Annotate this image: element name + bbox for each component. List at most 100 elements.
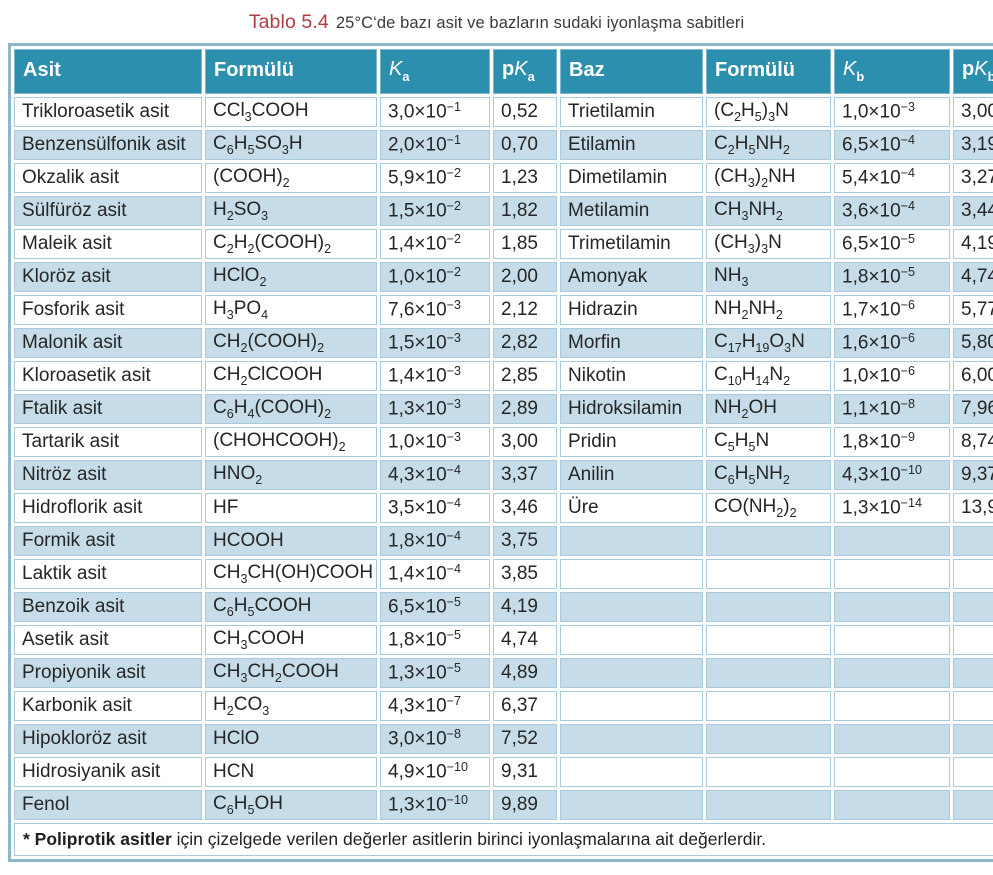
base-formula-cell: (CH3)2NH bbox=[706, 162, 831, 193]
base-kb-cell bbox=[834, 624, 950, 655]
table-row: Fenol C6H5OH 1,3×10−10 9,89 bbox=[14, 789, 993, 820]
col-header-ka: Ka bbox=[380, 49, 490, 94]
base-formula-cell: NH2NH2 bbox=[706, 294, 831, 325]
acid-pka-cell: 4,74 bbox=[493, 624, 557, 655]
base-kb-cell: 1,0×10−6 bbox=[834, 360, 950, 391]
acid-pka-cell: 1,23 bbox=[493, 162, 557, 193]
base-kb-cell: 1,7×10−6 bbox=[834, 294, 950, 325]
acid-name-cell: Trikloroasetik asit bbox=[14, 96, 202, 127]
table-row: Kloroasetik asit CH2ClCOOH 1,4×10−3 2,85 Nik… bbox=[14, 360, 993, 391]
base-kb-cell: 1,1×10−8 bbox=[834, 393, 950, 424]
base-kb-cell: 1,8×10−9 bbox=[834, 426, 950, 457]
acid-name-cell: Hidroflorik asit bbox=[14, 492, 202, 523]
acid-name-cell: Asetik asit bbox=[14, 624, 202, 655]
col-header-pka: pKa bbox=[493, 49, 557, 94]
acid-ka-cell: 1,0×10−2 bbox=[380, 261, 490, 292]
base-pkb-cell bbox=[953, 723, 993, 754]
base-kb-cell bbox=[834, 591, 950, 622]
base-name-cell: Hidroksilamin bbox=[560, 393, 703, 424]
acid-ka-cell: 1,5×10−2 bbox=[380, 195, 490, 226]
acid-pka-cell: 2,12 bbox=[493, 294, 557, 325]
base-formula-cell bbox=[706, 558, 831, 589]
table-row: Malonik asit CH2(COOH)2 1,5×10−3 2,82 Morfin… bbox=[14, 327, 993, 358]
acid-ka-cell: 1,0×10−3 bbox=[380, 426, 490, 457]
acid-name-cell: Maleik asit bbox=[14, 228, 202, 259]
base-name-cell bbox=[560, 756, 703, 787]
base-kb-cell: 1,8×10−5 bbox=[834, 261, 950, 292]
acid-name-cell: Malonik asit bbox=[14, 327, 202, 358]
acid-ka-cell: 1,3×10−10 bbox=[380, 789, 490, 820]
base-name-cell bbox=[560, 525, 703, 556]
acid-formula-cell: CH2ClCOOH bbox=[205, 360, 377, 391]
base-formula-cell: NH2OH bbox=[706, 393, 831, 424]
acid-ka-cell: 1,5×10−3 bbox=[380, 327, 490, 358]
header-row: Asit Formülü Ka pKa Baz Formülü Kb pKb bbox=[14, 49, 993, 94]
base-pkb-cell: 6,00 bbox=[953, 360, 993, 391]
base-name-cell: Etilamin bbox=[560, 129, 703, 160]
base-kb-cell: 4,3×10−10 bbox=[834, 459, 950, 490]
acid-formula-cell: C6H4(COOH)2 bbox=[205, 393, 377, 424]
base-kb-cell: 5,4×10−4 bbox=[834, 162, 950, 193]
base-kb-cell bbox=[834, 756, 950, 787]
base-pkb-cell bbox=[953, 525, 993, 556]
base-pkb-cell bbox=[953, 624, 993, 655]
acid-name-cell: Laktik asit bbox=[14, 558, 202, 589]
acid-name-cell: Ftalik asit bbox=[14, 393, 202, 424]
base-pkb-cell bbox=[953, 690, 993, 721]
base-kb-cell: 1,3×10−14 bbox=[834, 492, 950, 523]
acid-formula-cell: H2SO3 bbox=[205, 195, 377, 226]
acid-formula-cell: HF bbox=[205, 492, 377, 523]
acid-ka-cell: 3,0×10−8 bbox=[380, 723, 490, 754]
table-row: Asetik asit CH3COOH 1,8×10−5 4,74 bbox=[14, 624, 993, 655]
table-row: Sülfüröz asit H2SO3 1,5×10−2 1,82 Metilamin C… bbox=[14, 195, 993, 226]
base-formula-cell bbox=[706, 723, 831, 754]
base-formula-cell: CH3NH2 bbox=[706, 195, 831, 226]
acid-formula-cell: H2CO3 bbox=[205, 690, 377, 721]
table-row: Benzoik asit C6H5COOH 6,5×10−5 4,19 bbox=[14, 591, 993, 622]
base-kb-cell bbox=[834, 789, 950, 820]
base-name-cell: Pridin bbox=[560, 426, 703, 457]
acid-formula-cell: C6H5SO3H bbox=[205, 129, 377, 160]
base-pkb-cell: 5,77 bbox=[953, 294, 993, 325]
base-name-cell bbox=[560, 624, 703, 655]
acid-ka-cell: 3,5×10−4 bbox=[380, 492, 490, 523]
acid-ka-cell: 1,8×10−4 bbox=[380, 525, 490, 556]
acid-name-cell: Hipokloröz asit bbox=[14, 723, 202, 754]
col-header-formulu-asit: Formülü bbox=[205, 49, 377, 94]
acid-name-cell: Karbonik asit bbox=[14, 690, 202, 721]
acid-formula-cell: CH3CH2COOH bbox=[205, 657, 377, 688]
base-name-cell: Morfin bbox=[560, 327, 703, 358]
base-pkb-cell bbox=[953, 789, 993, 820]
acid-name-cell: Formik asit bbox=[14, 525, 202, 556]
base-pkb-cell: 3,19 bbox=[953, 129, 993, 160]
base-name-cell bbox=[560, 789, 703, 820]
base-pkb-cell: 3,44 bbox=[953, 195, 993, 226]
acid-formula-cell: C6H5COOH bbox=[205, 591, 377, 622]
base-name-cell: Amonyak bbox=[560, 261, 703, 292]
col-header-kb: Kb bbox=[834, 49, 950, 94]
acid-formula-cell: C2H2(COOH)2 bbox=[205, 228, 377, 259]
col-header-formulu-baz: Formülü bbox=[706, 49, 831, 94]
base-pkb-cell: 4,74 bbox=[953, 261, 993, 292]
acid-pka-cell: 2,85 bbox=[493, 360, 557, 391]
base-pkb-cell: 13,9 bbox=[953, 492, 993, 523]
table-row: Nitröz asit HNO2 4,3×10−4 3,37 Anilin C6H5NH2… bbox=[14, 459, 993, 490]
base-name-cell bbox=[560, 690, 703, 721]
table-row: Tartarik asit (CHOHCOOH)2 1,0×10−3 3,00 Prid… bbox=[14, 426, 993, 457]
acid-pka-cell: 7,52 bbox=[493, 723, 557, 754]
acid-pka-cell: 6,37 bbox=[493, 690, 557, 721]
base-formula-cell: NH3 bbox=[706, 261, 831, 292]
base-formula-cell bbox=[706, 690, 831, 721]
acid-pka-cell: 2,00 bbox=[493, 261, 557, 292]
table-row: Propiyonik asit CH3CH2COOH 1,3×10−5 4,89 bbox=[14, 657, 993, 688]
acid-pka-cell: 9,89 bbox=[493, 789, 557, 820]
base-pkb-cell: 8,74 bbox=[953, 426, 993, 457]
col-header-pkb: pKb bbox=[953, 49, 993, 94]
base-formula-cell bbox=[706, 657, 831, 688]
base-name-cell bbox=[560, 723, 703, 754]
acid-formula-cell: HClO bbox=[205, 723, 377, 754]
acid-pka-cell: 3,46 bbox=[493, 492, 557, 523]
base-name-cell: Hidrazin bbox=[560, 294, 703, 325]
base-formula-cell: (CH3)3N bbox=[706, 228, 831, 259]
base-kb-cell bbox=[834, 558, 950, 589]
